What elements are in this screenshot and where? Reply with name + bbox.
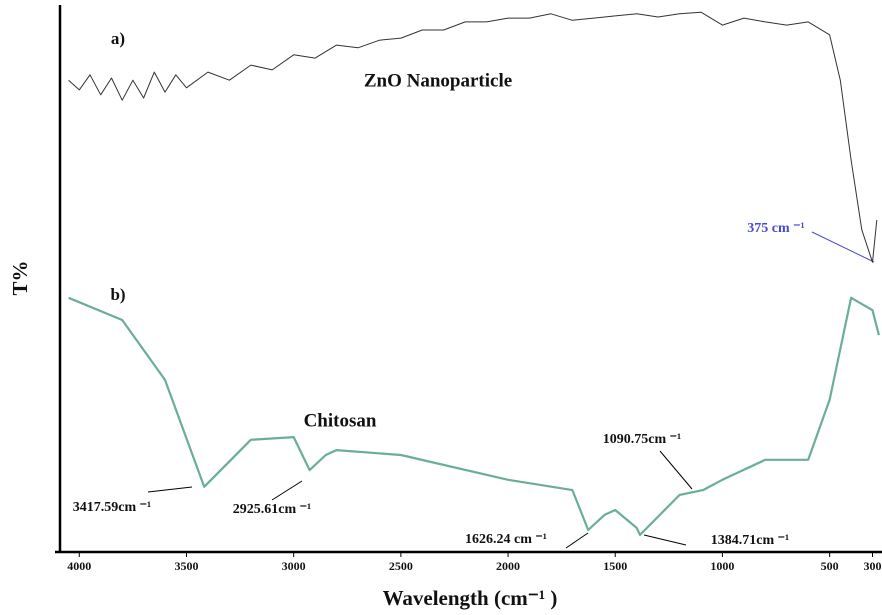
x-tick-label: 2500 — [389, 559, 413, 573]
arrow — [811, 231, 875, 263]
arrow — [659, 450, 693, 490]
arrow — [147, 486, 193, 493]
annotation-arrows — [147, 231, 875, 549]
x-tick-label: 3500 — [174, 559, 198, 573]
arrow — [643, 534, 687, 546]
annotation: 1384.71cm ⁻¹ — [711, 533, 789, 548]
y-axis-label: T% — [8, 260, 32, 295]
x-tick-label: 1000 — [710, 559, 734, 573]
series-label: ZnO Nanoparticle — [364, 70, 512, 91]
series-label: Chitosan — [304, 410, 377, 431]
x-tick-label: 500 — [821, 559, 839, 573]
annotation: 375 cm ⁻¹ — [747, 221, 804, 236]
x-axis-label: Wavelength (cm⁻¹ ) — [383, 586, 558, 610]
series-tag: a) — [111, 29, 125, 48]
series-line — [68, 11, 878, 263]
annotation: 2925.61cm ⁻¹ — [233, 502, 311, 517]
series-tag: b) — [110, 285, 125, 304]
x-tick-label: 2000 — [496, 559, 520, 573]
x-tick-label: 1500 — [603, 559, 627, 573]
series-line — [68, 296, 880, 536]
x-tick-label: 4000 — [67, 559, 91, 573]
x-tick-label: 300 — [863, 559, 881, 573]
arrow — [271, 480, 303, 501]
x-tick-label: 3000 — [282, 559, 306, 573]
arrow — [565, 532, 589, 549]
annotation: 1626.24 cm ⁻¹ — [465, 532, 547, 547]
annotation: 1090.75cm ⁻¹ — [603, 432, 681, 447]
annotation: 3417.59cm ⁻¹ — [73, 500, 151, 515]
